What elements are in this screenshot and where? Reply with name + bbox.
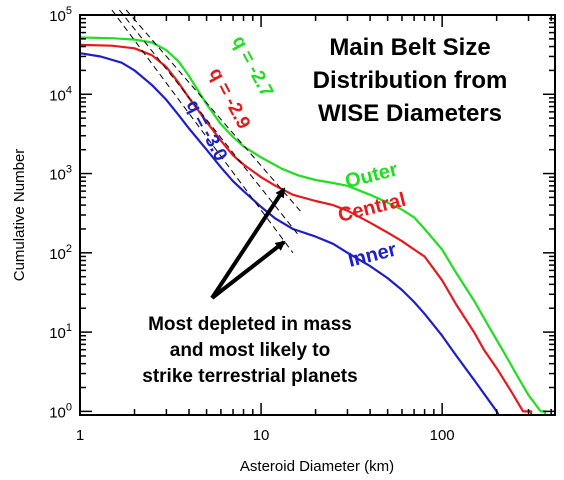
series-line-outer (79, 36, 547, 415)
series-label-outer: Outer (343, 159, 400, 193)
y-tick-label: 103 (49, 164, 72, 184)
tick-layer: 1 10 100 100 101 102 103 104 105 (49, 5, 555, 444)
annotation-arrow-lower (210, 240, 286, 300)
chart-title-line-3: WISE Diameters (318, 100, 502, 127)
y-tick-label: 105 (49, 5, 72, 25)
y-axis-title: Cumulative Number (11, 149, 28, 282)
y-tick-label: 102 (49, 243, 72, 263)
annotation-arrow-upper (210, 187, 286, 300)
power-law-fit-1 (125, 9, 304, 215)
x-axis-title: Asteroid Diameter (km) (240, 458, 394, 475)
annotation-line-2: and most likely to (170, 340, 330, 361)
y-tick-label: 101 (49, 322, 72, 342)
power-law-fit-3 (111, 9, 294, 254)
y-tick-label: 100 (49, 401, 72, 421)
power-law-fit-2 (118, 9, 299, 235)
series-layer (79, 36, 547, 416)
chart-title-line-2: Distribution from (313, 67, 508, 94)
y-tick-label: 104 (49, 84, 72, 104)
chart-title-line-1: Main Belt Size (329, 34, 490, 61)
annotation-line-1: Most depleted in mass (148, 314, 352, 335)
series-line-central (79, 43, 533, 415)
x-tick-label: 1 (76, 427, 84, 444)
series-line-inner (79, 52, 500, 416)
power-law-fit-layer (111, 9, 304, 254)
x-tick-label: 10 (253, 427, 270, 444)
annotation-line-3: strike terrestrial planets (142, 366, 357, 387)
x-tick-label: 100 (430, 427, 455, 444)
